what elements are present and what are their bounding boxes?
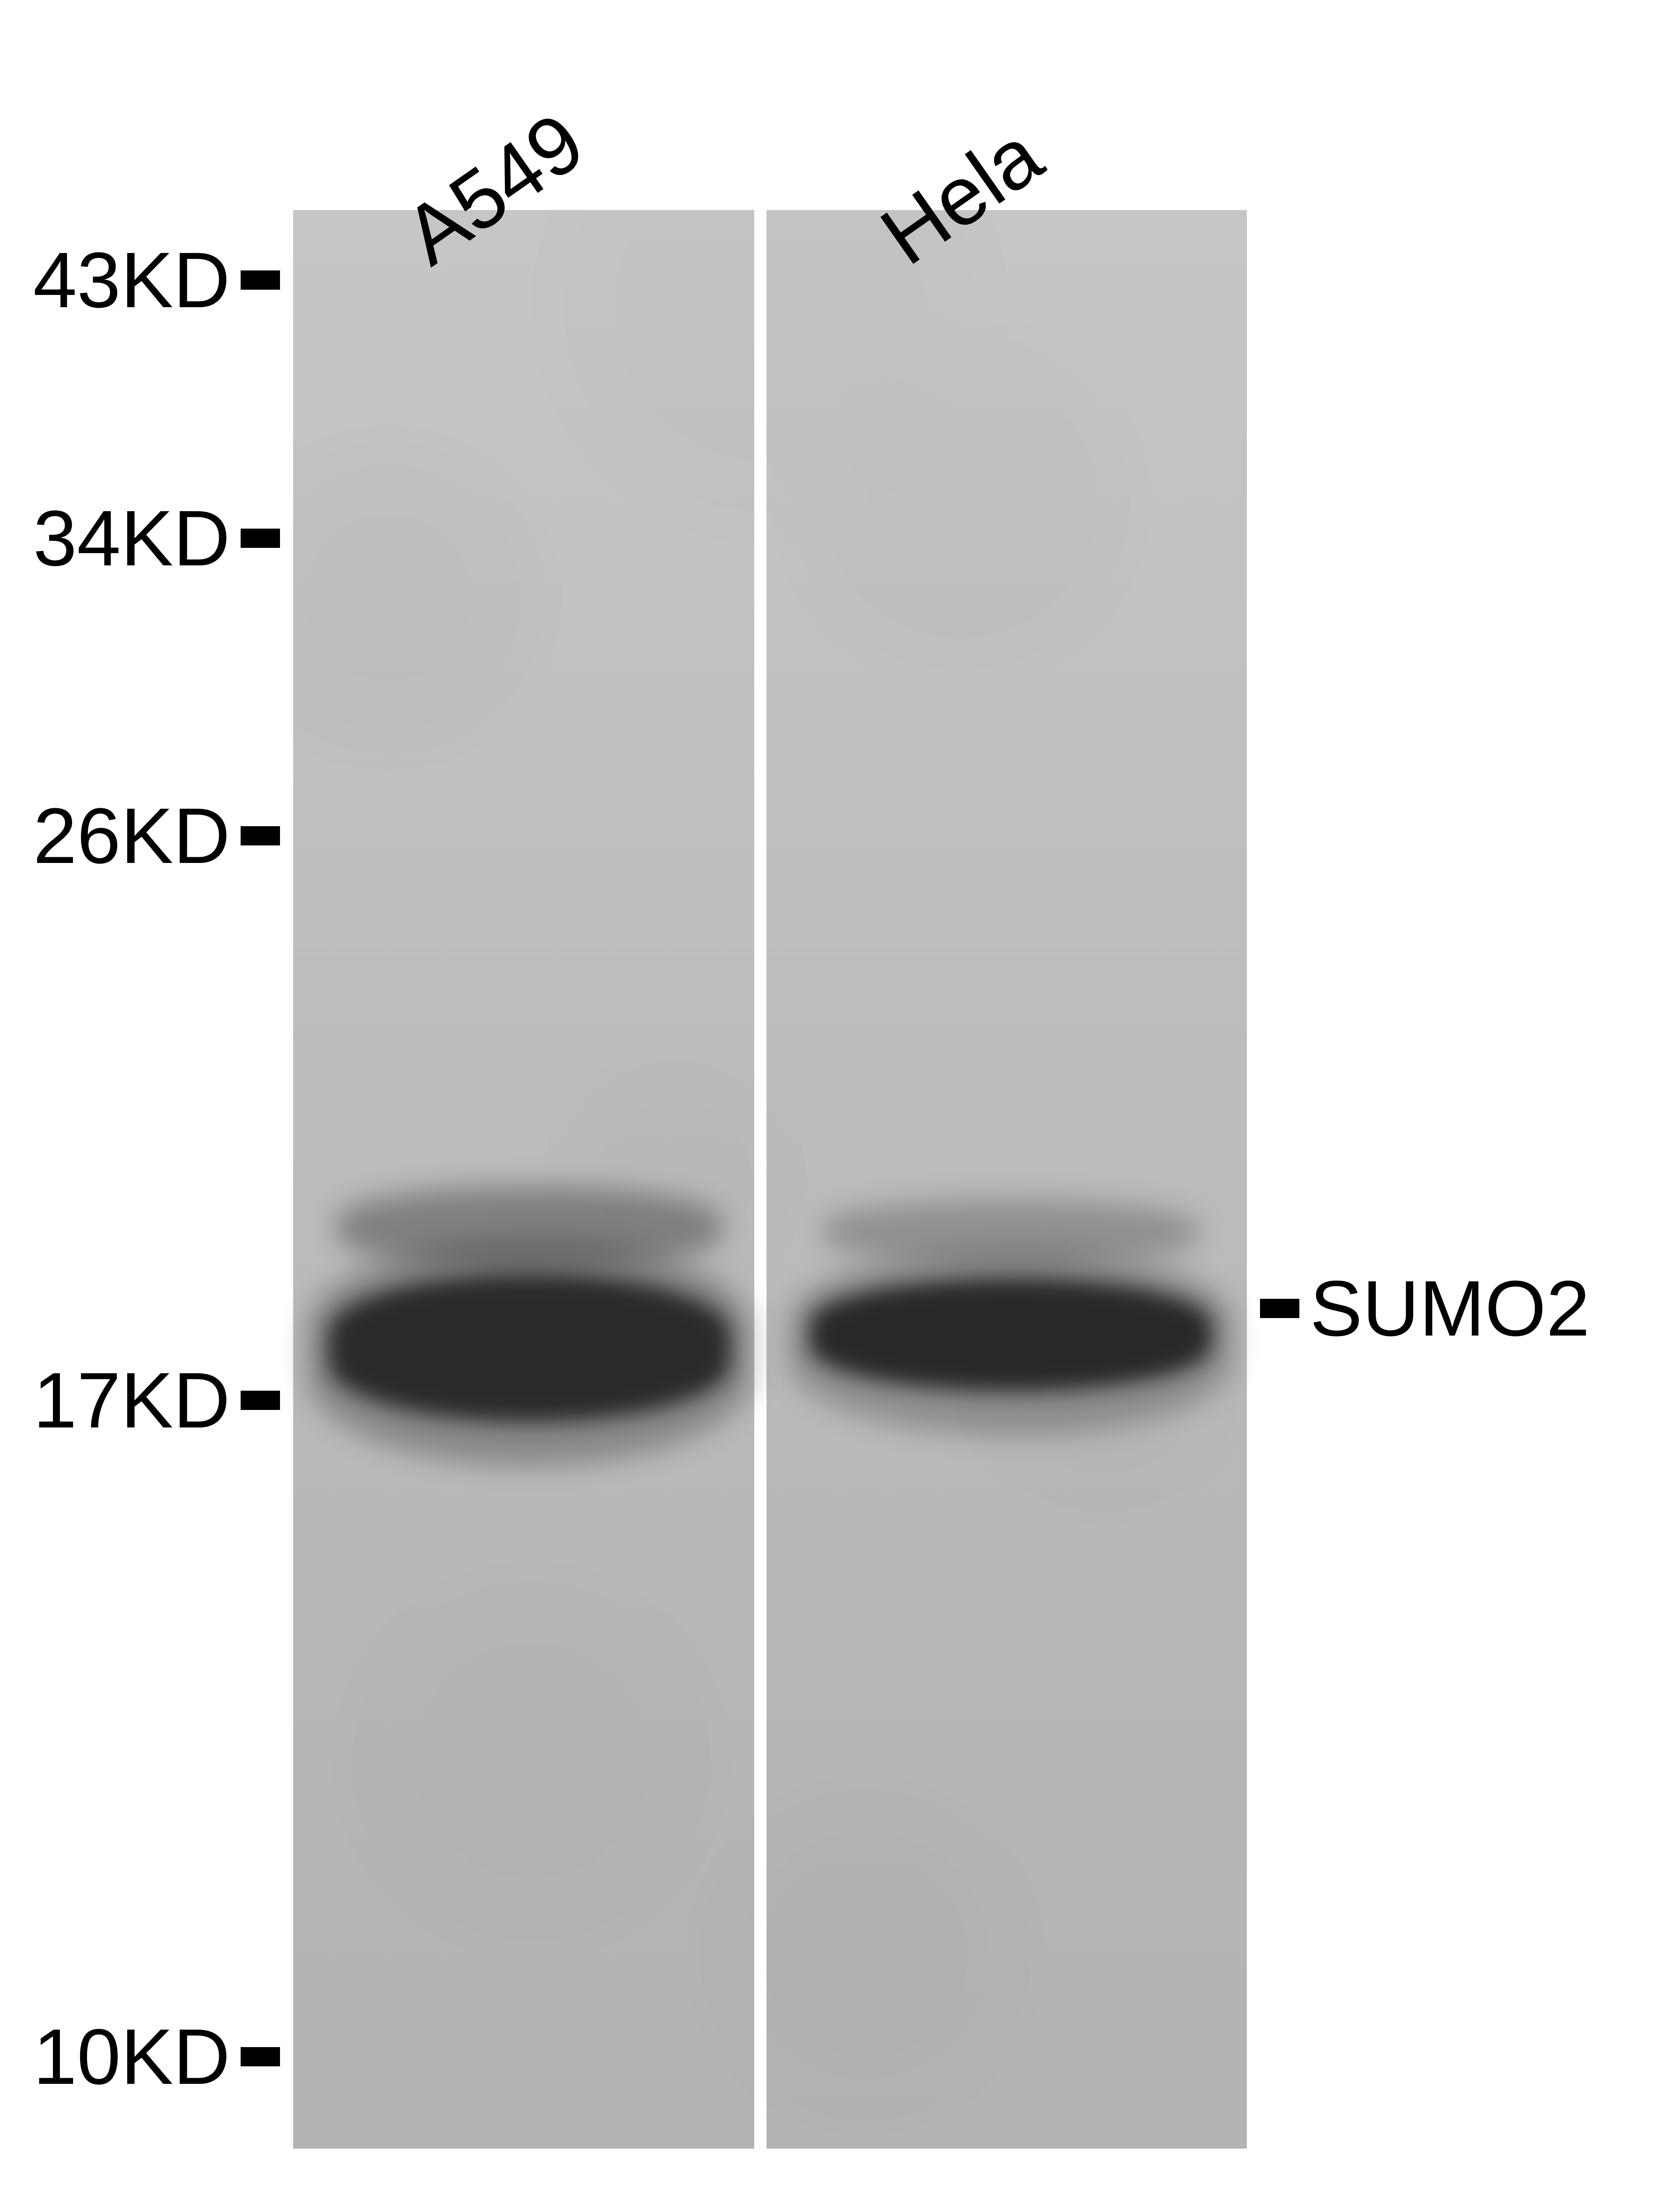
mw-marker-tick — [241, 529, 280, 548]
mw-marker-34KD: 34KD — [33, 491, 280, 586]
mw-marker-tick — [241, 270, 280, 290]
band-a549-upper-faint — [337, 1186, 722, 1269]
mw-marker-10KD: 10KD — [33, 2009, 280, 2104]
mw-marker-text: 26KD — [33, 791, 230, 881]
bands-layer — [293, 210, 1247, 2149]
band-a549-halo — [306, 1238, 752, 1466]
mw-marker-text: 17KD — [33, 1355, 230, 1446]
target-tick — [1260, 1299, 1299, 1318]
band-hela-halo — [788, 1247, 1234, 1435]
mw-marker-17KD: 17KD — [33, 1353, 280, 1448]
blot-membrane — [293, 210, 1247, 2149]
western-blot-figure: A549Hela 43KD34KD26KD17KD10KD SUMO2 — [0, 0, 1680, 2188]
mw-marker-tick — [241, 2047, 280, 2066]
mw-marker-tick — [241, 1391, 280, 1410]
mw-marker-26KD: 26KD — [33, 789, 280, 883]
mw-marker-text: 43KD — [33, 235, 230, 326]
target-label-row: SUMO2 — [1260, 1261, 1590, 1356]
mw-marker-text: 10KD — [33, 2012, 230, 2102]
band-hela-upper-faint — [822, 1199, 1199, 1265]
mw-marker-tick — [241, 826, 280, 845]
target-label: SUMO2 — [1310, 1263, 1590, 1354]
mw-marker-43KD: 43KD — [33, 233, 280, 327]
mw-marker-text: 34KD — [33, 493, 230, 584]
